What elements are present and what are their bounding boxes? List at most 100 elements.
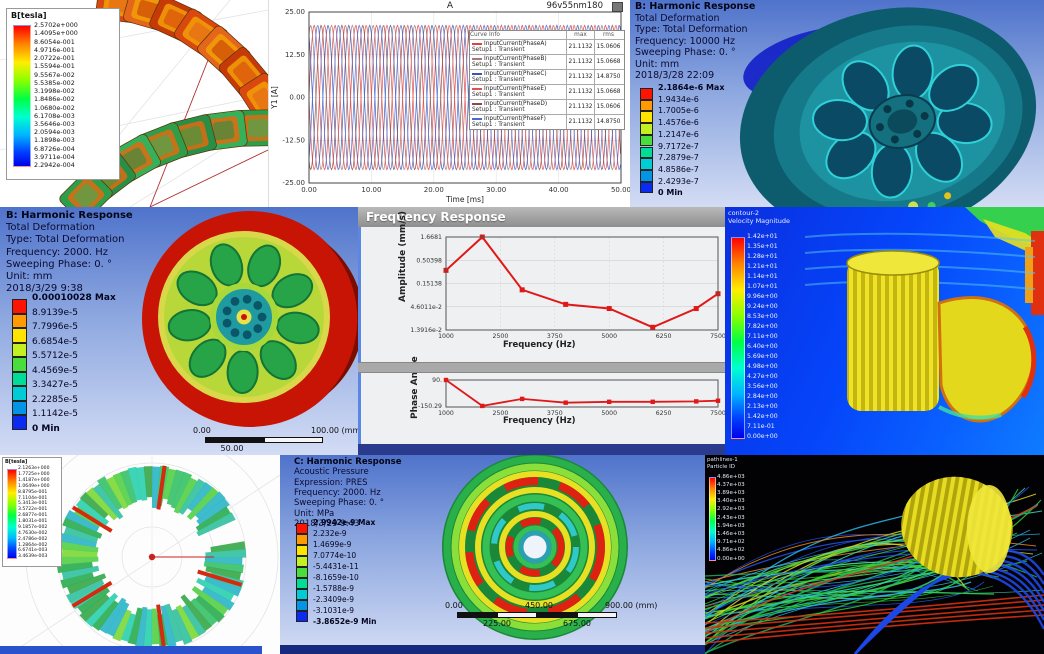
legend-value: 2.4786e-002 xyxy=(18,536,48,542)
svg-text:7500: 7500 xyxy=(710,410,725,417)
ruler-segment xyxy=(264,437,323,443)
legend-value: 0.00010028 Max xyxy=(32,293,116,304)
wheel-render-red xyxy=(142,211,358,427)
legend-value: 1.4576e-6 xyxy=(658,118,699,128)
harmonic-info-text: B: Harmonic Response Total Deformation Ty… xyxy=(635,1,755,82)
legend-value: 1.4699e-9 xyxy=(313,540,352,550)
series-swatch xyxy=(472,102,482,105)
svg-text:-12.50: -12.50 xyxy=(282,136,305,144)
panel-harmonic-10000hz: B: Harmonic Response Total Deformation Ty… xyxy=(630,0,1044,207)
svg-text:5000: 5000 xyxy=(601,410,617,417)
svg-text:6250: 6250 xyxy=(656,333,672,340)
legend-value: 3.40e+03 xyxy=(717,498,745,505)
legend-color-box xyxy=(296,556,308,567)
legend-value: 1.28e+01 xyxy=(747,253,778,261)
legend-value: 2.2285e-5 xyxy=(32,394,79,405)
pathlines-render xyxy=(705,468,1044,654)
table-row: InputCurrent(PhaseB) Setup1 : Transient 21… xyxy=(470,54,624,69)
legend-value: 6.1708e-003 xyxy=(34,111,75,120)
ruler-label: 675.00 xyxy=(563,619,591,628)
legend-color-box xyxy=(296,567,308,578)
harmonic-info-text: B: Harmonic Response Total Deformation Ty… xyxy=(6,210,133,295)
analysis-title: C: Harmonic Response xyxy=(294,457,402,467)
rotor-field-render xyxy=(9,455,280,654)
svg-text:30.00: 30.00 xyxy=(486,186,506,194)
legend-value: 2.9942e-9 Max xyxy=(313,518,376,528)
legend-color-box xyxy=(12,357,27,372)
legend-value: 2.2942e-004 xyxy=(34,161,75,170)
ruler-segment xyxy=(577,612,617,618)
svg-text:25.00: 25.00 xyxy=(285,8,305,16)
panel-current-plot: A 96v55nm180 25.00 12.50 0.00 -12.50 -25.00 0… xyxy=(268,0,631,207)
legend-value: 1.8486e-002 xyxy=(34,95,75,104)
legend-value: 1.5594e-001 xyxy=(34,62,75,71)
legend-color-box xyxy=(640,134,653,147)
svg-text:1000: 1000 xyxy=(438,410,454,417)
legend-value: 9.24e+00 xyxy=(747,303,778,311)
window-titlebar[interactable]: Frequency Response xyxy=(358,207,725,227)
legend-color-box xyxy=(12,371,27,386)
pathlines-legend-title: pathlines-1 Particle ID xyxy=(707,457,738,471)
amp-xlabel: Frequency (Hz) xyxy=(503,340,576,350)
svg-text:20.00: 20.00 xyxy=(424,186,444,194)
legend-value: 9.96e+00 xyxy=(747,293,778,301)
svg-text:Time [ms]: Time [ms] xyxy=(445,195,484,204)
legend-color-box xyxy=(296,523,308,534)
legend-color-box xyxy=(12,400,27,415)
legend-value: 2.13e+00 xyxy=(747,403,778,411)
velocity-legend: 1.42e+01 1.35e+01 1.28e+01 1.21e+01 1.14e+01… xyxy=(729,229,799,449)
legend-value: 4.9716e-001 xyxy=(34,45,75,54)
window-splitter[interactable] xyxy=(358,362,725,373)
legend-color-box xyxy=(12,313,27,328)
series-swatch xyxy=(472,117,482,120)
legend-color-box xyxy=(296,534,308,545)
ruler-segment xyxy=(497,612,537,618)
legend-value: 4.4569e-5 xyxy=(32,365,79,376)
analysis-title: B: Harmonic Response xyxy=(6,210,133,221)
legend-color-box xyxy=(640,146,653,159)
table-header: max xyxy=(566,31,594,39)
series-swatch xyxy=(472,42,482,45)
legend-value: 1.4095e+000 xyxy=(34,29,78,38)
panel-frequency-response-window: Frequency Response 1.6681 0.50398 0.15138 4… xyxy=(358,207,725,455)
panel-cfd-contour: contour-2 Velocity Magnitude 1.42e+01 1.3… xyxy=(725,207,1044,455)
legend-value: 8.6054e-001 xyxy=(34,37,75,46)
legend-value: -8.1659e-10 xyxy=(313,573,359,583)
svg-text:0.00: 0.00 xyxy=(289,94,305,102)
legend-value: 1.9434e-6 xyxy=(658,94,699,104)
svg-text:10.00: 10.00 xyxy=(361,186,381,194)
svg-text:2500: 2500 xyxy=(493,333,509,340)
legend-value: 3.1998e-002 xyxy=(34,87,75,96)
legend-value: 2.232e-9 xyxy=(313,529,347,539)
ruler-label: 50.00 xyxy=(220,444,244,453)
stator-render xyxy=(0,0,268,207)
info-line: 2018/3/29 9:38 xyxy=(6,283,83,295)
info-line: Unit: mm xyxy=(6,270,53,282)
legend-value: 3.5646e-003 xyxy=(34,119,75,128)
legend-value: 1.94e+03 xyxy=(717,522,745,529)
ruler-label: 900.00 (mm) xyxy=(605,601,658,610)
legend-value: 7.1104e-001 xyxy=(18,495,48,501)
legend-color-box xyxy=(640,88,653,100)
legend-value: 3.5722e-001 xyxy=(18,507,48,513)
wheel-render-teal xyxy=(739,7,1037,207)
legend-color-box xyxy=(640,169,653,182)
svg-text:1.6681: 1.6681 xyxy=(420,234,442,241)
legend-value: 3.89e+03 xyxy=(717,490,745,497)
info-line: Type: Total Deformation xyxy=(6,234,125,246)
legend-value: 1.0680e-002 xyxy=(34,103,75,112)
legend-value: 1.0649e+000 xyxy=(18,483,50,489)
legend-value: 3.56e+00 xyxy=(747,383,778,391)
legend-value: 4.7630e-002 xyxy=(18,530,48,536)
legend-value: 9.71e+02 xyxy=(717,539,745,546)
legend-value: 1.14e+01 xyxy=(747,273,778,281)
legend-color-box xyxy=(640,158,653,170)
legend-value: 6.6854e-5 xyxy=(32,336,79,347)
info-line: Type: Total Deformation xyxy=(635,24,748,36)
legend-value: 1.42e+01 xyxy=(747,233,778,241)
ruler-label: 100.00 (mm) xyxy=(311,426,358,435)
ruler-label: 225.00 xyxy=(483,619,511,628)
b-field-legend-title: B[tesla] xyxy=(11,11,47,20)
legend-color-box xyxy=(296,578,308,589)
frequency-response-charts: 1.66810.503980.151384.6011e-21.3916e-210… xyxy=(410,234,725,417)
